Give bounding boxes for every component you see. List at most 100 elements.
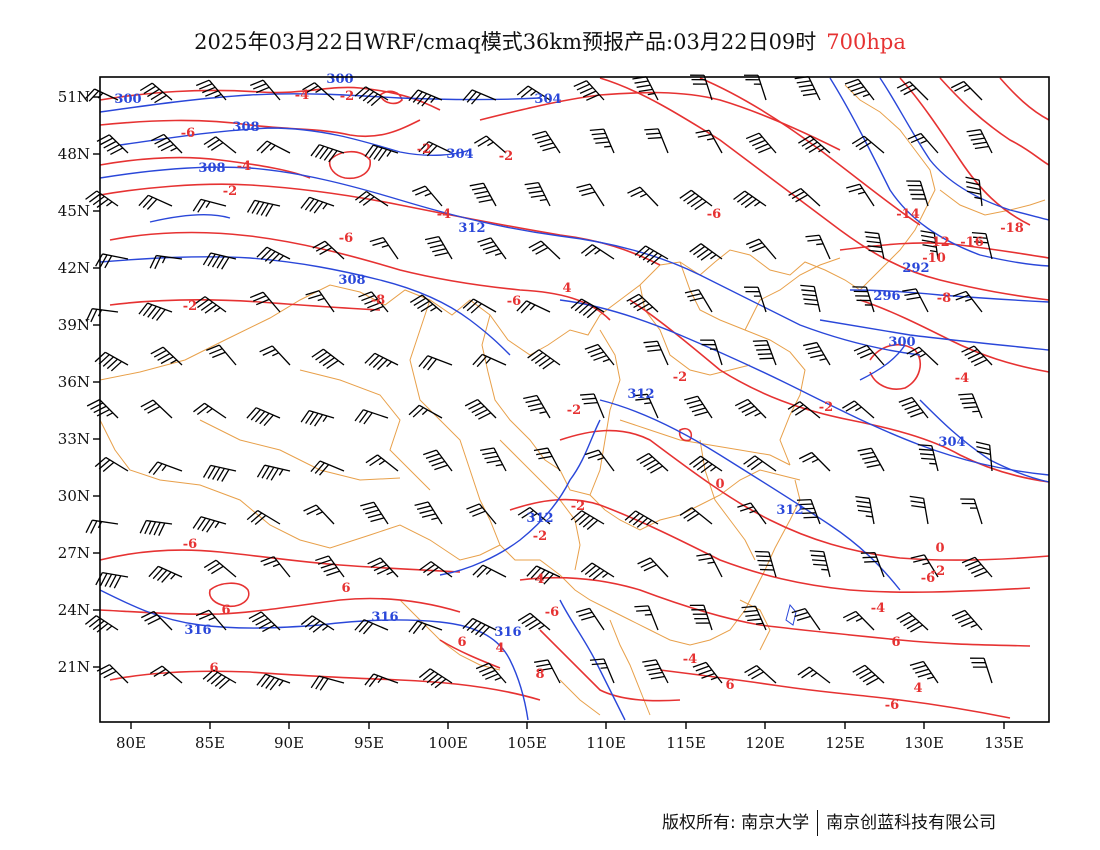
wind-barb (203, 559, 237, 578)
wind-barb (149, 254, 183, 270)
wind-barb (193, 402, 227, 419)
wind-barb (902, 288, 929, 313)
wind-barb (418, 355, 453, 371)
temperature-isotherm (699, 77, 921, 226)
geopotential-label: 300 (326, 72, 353, 87)
wind-barb (246, 199, 281, 217)
wind-barb (743, 455, 777, 472)
wind-barb (367, 557, 399, 578)
wind-barb (150, 346, 183, 366)
wind-barb (745, 132, 777, 154)
taiwan-outline (785, 603, 797, 626)
boundary-line (609, 619, 651, 716)
wind-barb (86, 399, 119, 419)
wind-barb (787, 401, 821, 419)
lat-tick-label: 27N (58, 544, 90, 562)
wind-barb (85, 190, 119, 208)
lon-tick-label: 85E (195, 734, 225, 752)
wind-barb (516, 85, 551, 101)
wind-barb (526, 565, 561, 585)
geopotential-label: 316 (371, 610, 398, 625)
wind-barb (195, 609, 227, 631)
temperature-label: -6 (181, 126, 195, 141)
wind-barb (259, 345, 291, 366)
lon-tick-label: 110E (586, 734, 626, 752)
temperature-label: -14 (896, 207, 920, 222)
wind-barb (524, 182, 551, 207)
wind-barb (842, 400, 875, 419)
temperature-isotherm (99, 183, 661, 266)
wind-barb (852, 664, 885, 686)
wind-barb (857, 447, 885, 472)
wind-barb (791, 607, 821, 631)
wind-barb (418, 668, 453, 689)
boundary-line (499, 439, 541, 481)
temperature-label: -6 (921, 571, 935, 586)
wind-barb (633, 393, 659, 419)
wind-barb (516, 300, 551, 314)
wind-barb (800, 284, 821, 313)
copyright-text: 版权所有: 南京大学 (662, 813, 810, 833)
boundary-line (844, 84, 936, 291)
lon-tick-label: 105E (507, 734, 547, 752)
lon-tick-label: 130E (904, 734, 944, 752)
wind-barb (966, 129, 993, 154)
temperature-label: 4 (913, 681, 922, 696)
wind-barb (364, 144, 399, 162)
wind-barb (408, 404, 443, 419)
temperature-label: 6 (891, 635, 900, 650)
wind-barb (462, 89, 497, 105)
wind-barb (853, 344, 885, 366)
wind-barb (754, 550, 777, 578)
wind-barb (85, 519, 119, 534)
wind-barb (679, 189, 713, 211)
wind-barb (961, 556, 993, 578)
wind-barb (634, 245, 669, 266)
wind-barb (626, 293, 659, 313)
lat-tick-label: 30N (58, 487, 90, 505)
temperature-isotherm (559, 429, 1050, 561)
wind-barb (636, 452, 669, 474)
wind-barb (860, 552, 885, 578)
temperature-isotherm (99, 549, 461, 573)
lat-tick-label: 48N (58, 145, 90, 163)
wind-barb (472, 353, 507, 368)
wind-barb (534, 659, 561, 684)
temperature-isotherm (99, 597, 461, 615)
lat-tick-label: 42N (58, 259, 90, 277)
wind-barbs (84, 74, 993, 691)
wind-barb (300, 409, 335, 427)
wind-barb (796, 498, 821, 525)
wind-barb (202, 669, 237, 690)
wind-barb (580, 562, 615, 580)
boundary-line (679, 261, 806, 466)
temperature-label: -2 (417, 142, 431, 157)
temperature-label: -2 (571, 499, 585, 514)
wind-barb (692, 661, 723, 684)
temperature-label: 6 (209, 661, 218, 676)
lon-tick-label: 80E (116, 734, 146, 752)
wind-barb (906, 180, 929, 207)
geopotential-isoline (149, 214, 231, 223)
wind-barb (896, 611, 929, 633)
wind-barb (246, 407, 281, 427)
wind-barb (206, 344, 237, 366)
wind-barb (203, 136, 237, 154)
temperature-label: -4 (871, 601, 885, 616)
geopotential-isoline (829, 77, 1050, 267)
lon-tick-label: 120E (745, 734, 785, 752)
wind-barb (907, 132, 939, 154)
temperature-isotherm (99, 156, 311, 179)
temperature-label: -4 (955, 371, 969, 386)
wind-barb (477, 237, 507, 260)
wind-barb (696, 553, 723, 578)
temperature-label: -8 (371, 293, 385, 308)
wind-barb (951, 609, 983, 631)
temperature-contours (99, 77, 1050, 719)
wind-barb (737, 502, 767, 525)
map-title: 2025年03月22日WRF/cmaq模式36km预报产品:03月22日09时 7… (0, 26, 1100, 56)
wind-barb (528, 240, 561, 260)
wind-barb (408, 620, 443, 635)
boundary-line (559, 679, 601, 716)
